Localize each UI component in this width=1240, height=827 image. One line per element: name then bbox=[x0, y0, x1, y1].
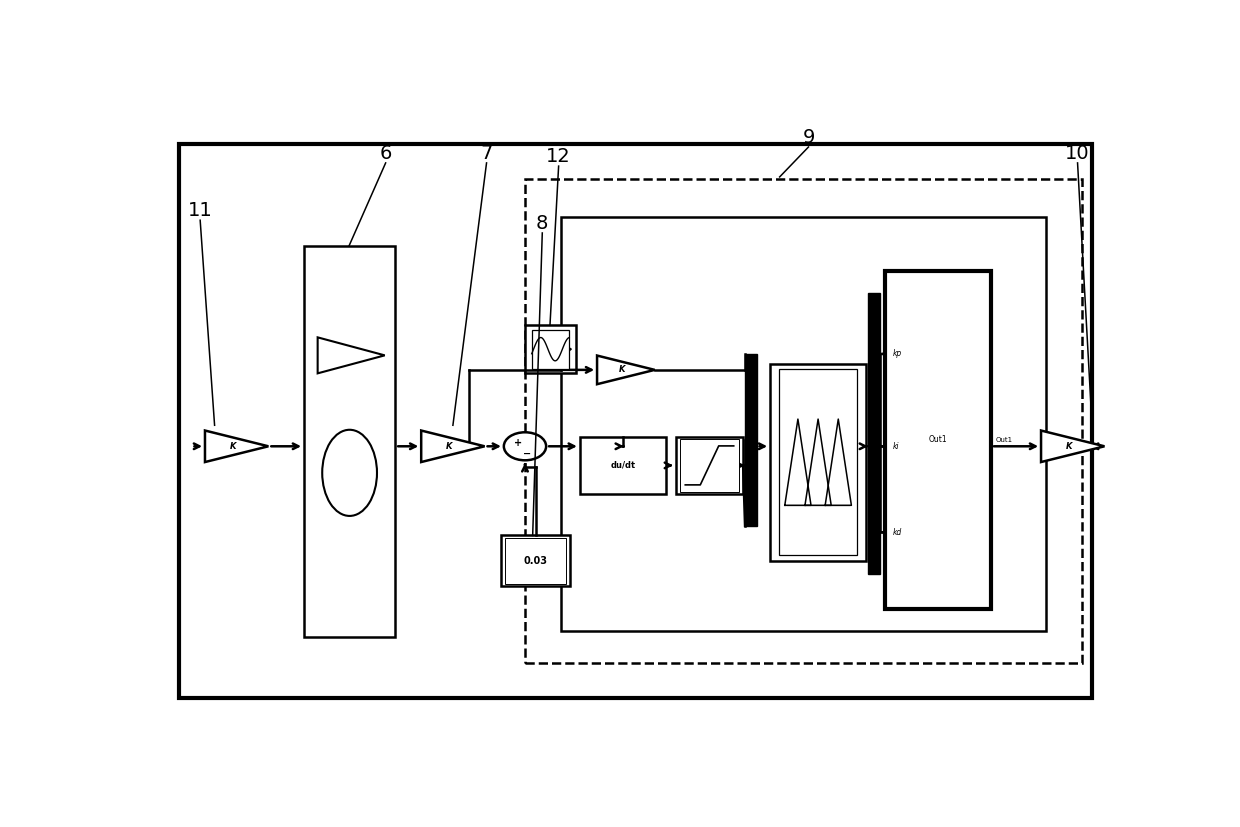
Bar bbox=[676, 437, 743, 494]
Bar bbox=[580, 437, 666, 494]
Text: Out1: Out1 bbox=[929, 436, 947, 444]
Text: 0.03: 0.03 bbox=[523, 556, 548, 566]
Bar bbox=[770, 364, 866, 561]
Polygon shape bbox=[205, 431, 268, 462]
Bar bbox=[505, 538, 567, 584]
Text: 12: 12 bbox=[547, 147, 570, 166]
Bar bbox=[779, 369, 858, 555]
Text: K: K bbox=[446, 442, 453, 451]
Text: −: − bbox=[523, 449, 531, 459]
Text: K: K bbox=[619, 366, 625, 375]
Text: 9: 9 bbox=[802, 128, 815, 147]
Bar bbox=[560, 217, 1045, 631]
Text: du/dt: du/dt bbox=[610, 461, 636, 470]
Text: K: K bbox=[229, 442, 236, 451]
Text: K: K bbox=[1065, 442, 1073, 451]
Bar bbox=[680, 439, 739, 491]
Bar bbox=[525, 325, 575, 373]
Bar bbox=[745, 354, 756, 526]
Circle shape bbox=[503, 433, 546, 461]
Bar bbox=[885, 271, 991, 609]
Polygon shape bbox=[317, 337, 384, 373]
Text: 10: 10 bbox=[1065, 144, 1090, 163]
Bar bbox=[501, 535, 570, 586]
Text: kp: kp bbox=[893, 350, 903, 358]
Bar bbox=[304, 246, 396, 638]
Text: +: + bbox=[513, 438, 522, 448]
Bar bbox=[525, 179, 1083, 662]
Polygon shape bbox=[1042, 431, 1105, 462]
Bar bbox=[868, 294, 879, 574]
Text: 8: 8 bbox=[536, 214, 548, 233]
Polygon shape bbox=[422, 431, 485, 462]
Ellipse shape bbox=[322, 430, 377, 516]
Text: kd: kd bbox=[893, 528, 903, 537]
Text: Out1: Out1 bbox=[996, 437, 1013, 443]
Bar bbox=[179, 144, 1092, 698]
Bar bbox=[532, 330, 569, 369]
Polygon shape bbox=[596, 356, 655, 385]
Text: ki: ki bbox=[893, 442, 899, 451]
Text: 11: 11 bbox=[187, 201, 212, 220]
Text: 6: 6 bbox=[379, 144, 392, 163]
Text: 7: 7 bbox=[480, 144, 492, 163]
